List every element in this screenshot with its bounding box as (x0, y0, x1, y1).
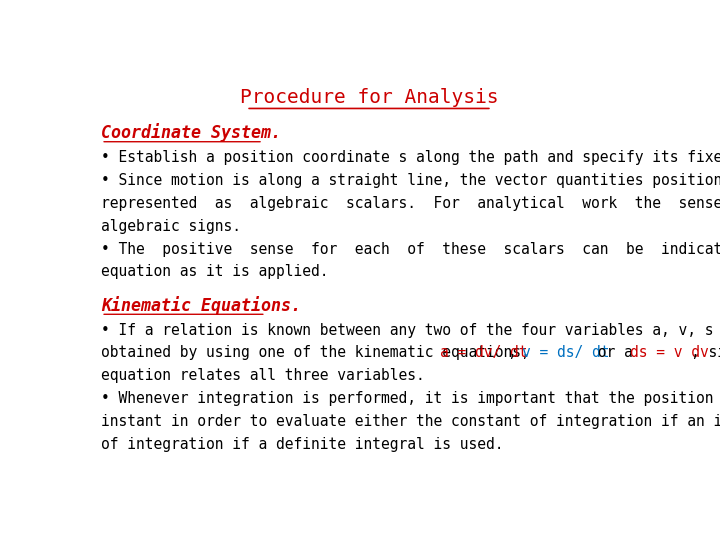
Text: instant in order to evaluate either the constant of integration if an indefinite: instant in order to evaluate either the … (101, 414, 720, 429)
Text: • Whenever integration is performed, it is important that the position and veloc: • Whenever integration is performed, it … (101, 391, 720, 406)
Text: • If a relation is known between any two of the four variables a, v, s and t, th: • If a relation is known between any two… (101, 322, 720, 338)
Text: Procedure for Analysis: Procedure for Analysis (240, 87, 498, 107)
Text: • The  positive  sense  for  each  of  these  scalars  can  be  indicated  by  a: • The positive sense for each of these s… (101, 241, 720, 256)
Text: v = ds/ dt: v = ds/ dt (521, 346, 609, 361)
Text: • Since motion is along a straight line, the vector quantities position, velocit: • Since motion is along a straight line,… (101, 173, 720, 188)
Text: of integration if a definite integral is used.: of integration if a definite integral is… (101, 437, 504, 452)
Text: a = dv/ dt: a = dv/ dt (440, 346, 528, 361)
Text: equation relates all three variables.: equation relates all three variables. (101, 368, 425, 383)
Text: Kinematic Equations.: Kinematic Equations. (101, 295, 301, 315)
Text: • Establish a position coordinate s along the path and specify its fixed origin : • Establish a position coordinate s alon… (101, 150, 720, 165)
Text: , since each: , since each (691, 346, 720, 361)
Text: Coordinate System.: Coordinate System. (101, 123, 281, 142)
Text: equation as it is applied.: equation as it is applied. (101, 265, 328, 279)
Text: ds = v dv: ds = v dv (630, 346, 709, 361)
Text: obtained by using one of the kinematic equations,: obtained by using one of the kinematic e… (101, 346, 539, 361)
Text: algebraic signs.: algebraic signs. (101, 219, 241, 234)
Text: or a: or a (590, 346, 642, 361)
Text: represented  as  algebraic  scalars.  For  analytical  work  the  sense  of  s, : represented as algebraic scalars. For an… (101, 196, 720, 211)
Text: ,: , (508, 346, 526, 361)
